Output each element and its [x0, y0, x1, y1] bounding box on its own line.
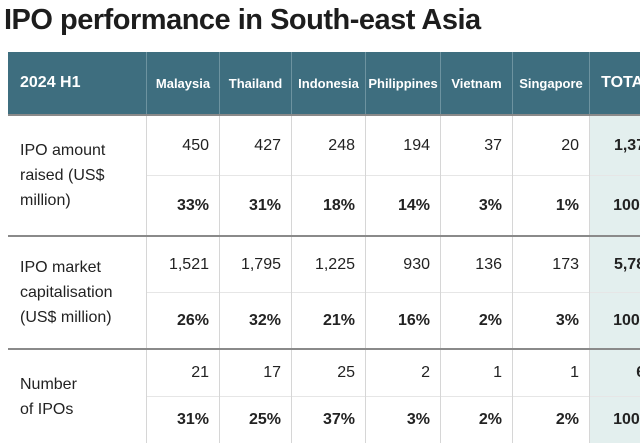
share-cell: 3%	[366, 397, 441, 443]
share-cell: 16%	[366, 293, 441, 350]
row-label-text: IPO market capitalisation (US$ million)	[20, 255, 138, 330]
row-label-text: IPO amount raised (US$ million)	[20, 138, 135, 213]
value-cell: 1	[513, 349, 590, 397]
value-cell: 21	[147, 349, 220, 397]
header-cell: TOTAL	[590, 52, 640, 115]
value-cell: 25	[292, 349, 366, 397]
value-cell: 1,521	[147, 236, 220, 293]
header-cell: Vietnam	[441, 52, 513, 115]
value-cell: 427	[220, 115, 292, 176]
share-cell: 3%	[513, 293, 590, 350]
header-cell: Philippines	[366, 52, 441, 115]
header-cell: Malaysia	[147, 52, 220, 115]
row-label-text: Number of IPOs	[20, 372, 90, 422]
share-cell: 18%	[292, 176, 366, 237]
header-cell: Singapore	[513, 52, 590, 115]
total-share-cell: 100%	[590, 176, 640, 237]
value-cell: 136	[441, 236, 513, 293]
header-cell: Indonesia	[292, 52, 366, 115]
value-row: Number of IPOs21172521167	[8, 349, 640, 397]
total-share-cell: 100%	[590, 397, 640, 443]
share-cell: 31%	[220, 176, 292, 237]
share-cell: 33%	[147, 176, 220, 237]
title: IPO performance in South-east Asia	[0, 0, 640, 52]
share-cell: 2%	[441, 397, 513, 443]
share-cell: 2%	[441, 293, 513, 350]
value-cell: 2	[366, 349, 441, 397]
value-cell: 1,795	[220, 236, 292, 293]
value-cell: 450	[147, 115, 220, 176]
header-cell: Thailand	[220, 52, 292, 115]
value-cell: 1,225	[292, 236, 366, 293]
share-cell: 14%	[366, 176, 441, 237]
share-cell: 25%	[220, 397, 292, 443]
header-cell: 2024 H1	[8, 52, 147, 115]
share-cell: 3%	[441, 176, 513, 237]
total-cell: 67	[590, 349, 640, 397]
share-cell: 1%	[513, 176, 590, 237]
share-cell: 26%	[147, 293, 220, 350]
total-cell: 5,780	[590, 236, 640, 293]
value-cell: 37	[441, 115, 513, 176]
share-cell: 21%	[292, 293, 366, 350]
value-cell: 173	[513, 236, 590, 293]
share-cell: 32%	[220, 293, 292, 350]
value-cell: 194	[366, 115, 441, 176]
share-cell: 31%	[147, 397, 220, 443]
row-label: IPO market capitalisation (US$ million)	[8, 236, 147, 349]
row-label: Number of IPOs	[8, 349, 147, 443]
total-cell: 1,376	[590, 115, 640, 176]
share-cell: 2%	[513, 397, 590, 443]
value-cell: 1	[441, 349, 513, 397]
value-cell: 17	[220, 349, 292, 397]
value-cell: 248	[292, 115, 366, 176]
share-cell: 37%	[292, 397, 366, 443]
row-label: IPO amount raised (US$ million)	[8, 115, 147, 236]
value-row: IPO market capitalisation (US$ million)1…	[8, 236, 640, 293]
total-share-cell: 100%	[590, 293, 640, 350]
value-cell: 20	[513, 115, 590, 176]
value-cell: 930	[366, 236, 441, 293]
